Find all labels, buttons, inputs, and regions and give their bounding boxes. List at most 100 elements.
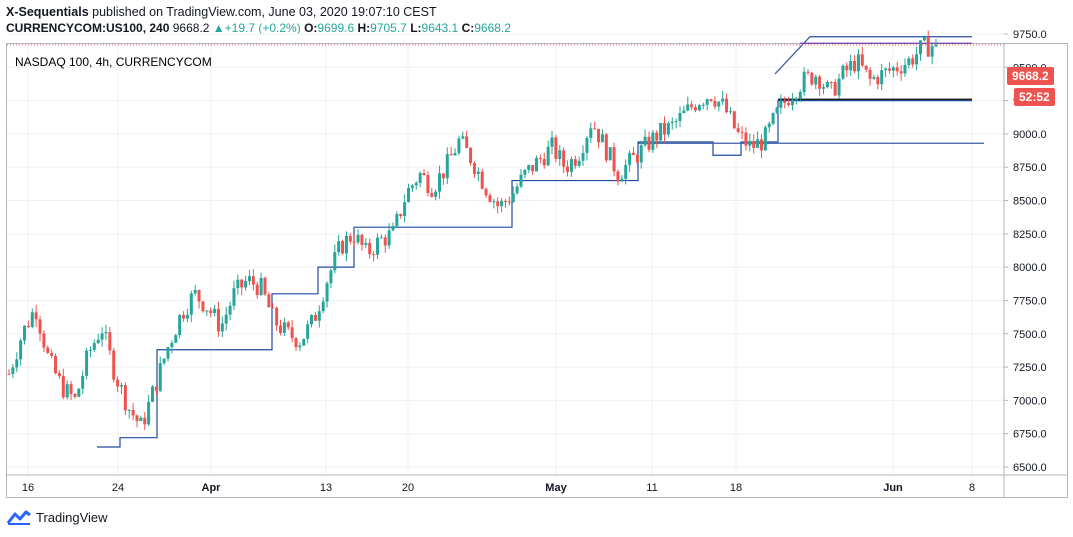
candle-body [752, 141, 756, 148]
x-tick-label: 13 [320, 482, 332, 494]
y-tick-label: 8750.0 [1013, 162, 1047, 174]
candle-body [341, 241, 345, 254]
candle-body [484, 188, 488, 196]
publish-line: X-Sequentials published on TradingView.c… [6, 4, 1066, 20]
candle-body [54, 355, 58, 374]
y-tick-label: 7000.0 [1013, 395, 1047, 407]
close-value: 9668.2 [474, 21, 511, 35]
candle-body [480, 171, 484, 189]
candle-body [430, 192, 434, 197]
candle-body [566, 166, 570, 172]
candle-body [593, 128, 597, 130]
candle-body [829, 81, 833, 83]
candle-body [810, 72, 814, 85]
candle-body [915, 54, 919, 65]
candle-body [926, 36, 930, 57]
countdown-tag: 52:52 [1014, 88, 1055, 106]
candle-body [232, 288, 236, 306]
candle-body [907, 58, 911, 65]
chart-frame[interactable] [6, 43, 1068, 498]
candle-body [251, 276, 255, 285]
tradingview-brand[interactable]: TradingView [36, 509, 108, 525]
candle-body [709, 99, 713, 102]
y-tick-label: 6750.0 [1013, 429, 1047, 441]
candle-body [42, 333, 46, 348]
candle-body [500, 200, 504, 207]
candle-body [713, 101, 717, 107]
candle-body [197, 289, 201, 302]
candle-body [608, 147, 612, 161]
symbol-label: CURRENCYCOM:US100, 240 [6, 21, 170, 35]
candle-body [465, 136, 469, 148]
candle-body [348, 235, 352, 242]
candle-body [814, 76, 818, 85]
candle-body [759, 139, 763, 151]
candle-body [880, 70, 884, 85]
close-label: C: [461, 21, 475, 35]
candle-body [554, 137, 558, 159]
candle-body [23, 325, 27, 341]
tradingview-logo-icon[interactable] [6, 509, 32, 525]
candle-body [170, 342, 174, 348]
candle-body [275, 307, 279, 326]
candle-body [407, 188, 411, 203]
upper-level-line [774, 36, 972, 75]
candle-body [224, 314, 228, 324]
price-axis: 9750.09500.09250.09000.08750.08500.08250… [1003, 29, 1047, 498]
candle-body [783, 100, 787, 104]
high-value: 9705.7 [370, 21, 407, 35]
candle-body [85, 350, 89, 376]
y-tick-label: 8250.0 [1013, 229, 1047, 241]
candle-body [383, 237, 387, 246]
open-value: 9699.6 [317, 21, 355, 35]
candle-body [701, 104, 705, 106]
candle-body [515, 186, 519, 194]
candle-body [856, 54, 860, 72]
candle-body [531, 165, 535, 172]
candle-body [201, 301, 205, 312]
candle-body [26, 325, 30, 328]
candle-body [887, 68, 891, 71]
candle-body [255, 284, 259, 295]
change-arrow: ▲ [212, 21, 225, 35]
candle-body [790, 99, 794, 106]
candle-body [426, 174, 430, 193]
author-name[interactable]: X-Sequentials [6, 5, 89, 19]
candle-body [884, 68, 888, 71]
candle-body [503, 200, 507, 202]
candle-body [694, 107, 698, 111]
candle-body [325, 283, 329, 302]
candle-body [597, 128, 601, 143]
candle-body [127, 409, 131, 411]
candle-body [337, 241, 341, 253]
candle-body [50, 352, 54, 356]
candle-body [329, 270, 333, 284]
candle-body [11, 367, 15, 374]
y-tick-label: 8500.0 [1013, 196, 1047, 208]
candle-body [837, 78, 841, 96]
y-tick-label: 7500.0 [1013, 329, 1047, 341]
candle-body [236, 279, 240, 289]
candle-body [569, 159, 573, 172]
candle-body [794, 98, 798, 100]
candle-body [507, 201, 511, 203]
candle-body [895, 67, 899, 72]
candle-body [635, 154, 639, 163]
candle-body [546, 146, 550, 166]
candle-body [903, 64, 907, 74]
candle-body [364, 242, 368, 246]
candle-body [116, 379, 120, 387]
candle-body [449, 154, 453, 156]
candle-body [216, 308, 220, 332]
candle-body [728, 111, 732, 113]
candle-body [798, 92, 802, 99]
candle-body [209, 310, 213, 314]
candle-body [686, 104, 690, 111]
candle-body [108, 332, 112, 351]
candle-body [670, 121, 674, 124]
candle-body [205, 310, 209, 312]
time-axis: 16 24 Apr 13 20 May 11 18 Jun 8 [7, 474, 1067, 494]
candle-body [15, 359, 19, 368]
candle-body [387, 230, 391, 246]
